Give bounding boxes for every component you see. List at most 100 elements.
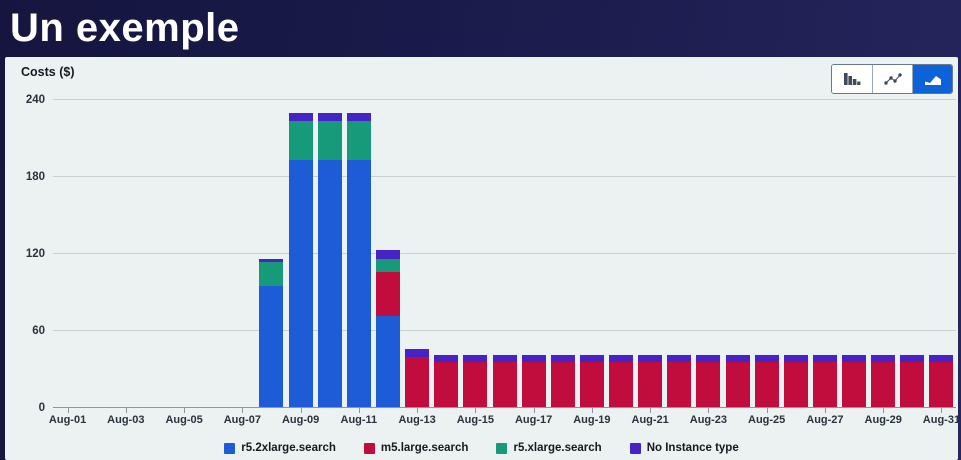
- gridline-y-0: [53, 406, 956, 408]
- stacked-chart-button[interactable]: [912, 65, 952, 93]
- bar-segment-r5.2xlarge.search: [259, 286, 284, 408]
- bar-segment-No Instance type: [754, 355, 779, 362]
- bar-segment-m5.large.search: [725, 361, 750, 408]
- bar-segment-No Instance type: [900, 355, 925, 362]
- bar-Aug-19[interactable]: [579, 355, 604, 408]
- legend-swatch: [363, 442, 375, 454]
- bar-Aug-24[interactable]: [725, 355, 750, 408]
- bar-segment-No Instance type: [812, 355, 837, 362]
- chart-plot: 0 60 120 180 240: [9, 94, 956, 414]
- x-tick-mark-Aug-23: [708, 408, 710, 413]
- y-axis: 0 60 120 180 240: [9, 94, 49, 414]
- stacked-area-chart-icon: [924, 72, 942, 86]
- x-tick-label-Aug-19: Aug-19: [573, 414, 611, 426]
- bar-Aug-23[interactable]: [696, 355, 721, 408]
- bar-Aug-11[interactable]: [346, 112, 371, 408]
- x-tick-label-Aug-23: Aug-23: [689, 414, 728, 426]
- bar-segment-No Instance type: [405, 348, 430, 357]
- bar-Aug-12[interactable]: [375, 250, 400, 408]
- x-tick-mark-Aug-27: [824, 408, 826, 413]
- bar-segment-r5.2xlarge.search: [375, 315, 400, 408]
- bar-segment-m5.large.search: [667, 361, 692, 408]
- legend-item-m5.large.search[interactable]: m5.large.search: [363, 442, 469, 454]
- bar-Aug-25[interactable]: [754, 355, 779, 408]
- bar-segment-r5.xlarge.search: [259, 261, 284, 287]
- bar-Aug-09[interactable]: [288, 112, 313, 408]
- bar-segment-No Instance type: [521, 355, 546, 362]
- grid-area: [53, 99, 956, 413]
- legend-swatch: [496, 442, 508, 454]
- bar-segment-m5.large.search: [812, 361, 837, 408]
- bar-Aug-20[interactable]: [609, 355, 634, 408]
- x-tick-mark-Aug-07: [242, 408, 244, 413]
- bar-Aug-10[interactable]: [317, 112, 342, 408]
- bar-segment-No Instance type: [259, 259, 284, 262]
- bar-Aug-14[interactable]: [434, 355, 459, 408]
- bar-chart-button[interactable]: [832, 65, 872, 93]
- x-tick-mark-Aug-17: [533, 408, 535, 413]
- bar-Aug-29[interactable]: [871, 355, 896, 408]
- legend-item-r5.2xlarge.search[interactable]: r5.2xlarge.search: [224, 442, 336, 454]
- x-tick-label-Aug-09: Aug-09: [281, 414, 320, 426]
- bar-Aug-17[interactable]: [521, 355, 546, 408]
- bar-segment-No Instance type: [463, 355, 488, 362]
- x-tick-mark-Aug-21: [650, 408, 652, 413]
- y-tick-label-60: 60: [32, 325, 45, 337]
- legend-label: m5.large.search: [380, 442, 469, 454]
- bar-Aug-27[interactable]: [812, 355, 837, 408]
- legend-item-r5.xlarge.search[interactable]: r5.xlarge.search: [496, 442, 602, 454]
- x-tick-label-Aug-13: Aug-13: [398, 414, 436, 426]
- gridline-y-120: [53, 253, 956, 254]
- line-chart-icon: [883, 72, 902, 86]
- bar-segment-m5.large.search: [638, 361, 663, 408]
- x-tick-label-Aug-31: Aug-31: [922, 414, 961, 426]
- gridline-y-240: [53, 99, 956, 100]
- bar-segment-m5.large.search: [375, 271, 400, 316]
- bar-segment-No Instance type: [871, 355, 896, 362]
- bar-segment-m5.large.search: [492, 361, 517, 408]
- legend-item-No Instance type[interactable]: No Instance type: [629, 442, 739, 454]
- gridline-y-60: [53, 330, 956, 331]
- x-tick-mark-Aug-31: [941, 408, 943, 413]
- bar-Aug-31[interactable]: [929, 355, 954, 408]
- line-chart-button[interactable]: [872, 65, 912, 93]
- bar-segment-m5.large.search: [696, 361, 721, 408]
- bar-Aug-08[interactable]: [259, 259, 284, 408]
- bar-Aug-26[interactable]: [783, 355, 808, 408]
- x-tick-label-Aug-11: Aug-11: [340, 414, 378, 426]
- bar-Aug-21[interactable]: [638, 355, 663, 408]
- bar-Aug-28[interactable]: [842, 355, 867, 408]
- bar-segment-No Instance type: [638, 355, 663, 362]
- bar-segment-m5.large.search: [900, 361, 925, 408]
- x-tick-label-Aug-21: Aug-21: [631, 414, 669, 426]
- bar-segment-r5.xlarge.search: [346, 120, 371, 161]
- bar-Aug-22[interactable]: [667, 355, 692, 408]
- x-tick-label-Aug-15: Aug-15: [456, 414, 494, 426]
- bar-segment-No Instance type: [667, 355, 692, 362]
- bar-segment-m5.large.search: [754, 361, 779, 408]
- gridline-y-180: [53, 176, 956, 177]
- legend-label: r5.2xlarge.search: [241, 442, 336, 454]
- x-axis: Aug-01 Aug-03 Aug-05 Aug-07 Aug-09 Aug-11 Aug-…: [49, 414, 960, 430]
- bar-segment-No Instance type: [375, 250, 400, 260]
- bar-segment-m5.large.search: [783, 361, 808, 408]
- bar-Aug-30[interactable]: [900, 355, 925, 408]
- bar-Aug-15[interactable]: [463, 355, 488, 408]
- bar-segment-m5.large.search: [842, 361, 867, 408]
- bar-Aug-16[interactable]: [492, 355, 517, 408]
- bar-segment-No Instance type: [579, 355, 604, 362]
- x-tick-mark-Aug-11: [358, 408, 360, 413]
- x-tick-label-Aug-07: Aug-07: [223, 414, 261, 426]
- bar-Aug-13[interactable]: [405, 348, 430, 408]
- y-tick-label-180: 180: [25, 171, 45, 183]
- bar-segment-m5.large.search: [521, 361, 546, 408]
- x-tick-mark-Aug-05: [184, 408, 186, 413]
- bar-segment-No Instance type: [696, 355, 721, 362]
- x-tick-label-Aug-01: Aug-01: [48, 414, 87, 426]
- bar-segment-r5.xlarge.search: [317, 120, 342, 161]
- bar-segment-r5.2xlarge.search: [317, 160, 342, 408]
- bar-segment-No Instance type: [346, 112, 371, 121]
- bar-Aug-18[interactable]: [550, 355, 575, 408]
- x-tick-mark-Aug-01: [67, 408, 69, 413]
- bar-segment-r5.xlarge.search: [375, 259, 400, 272]
